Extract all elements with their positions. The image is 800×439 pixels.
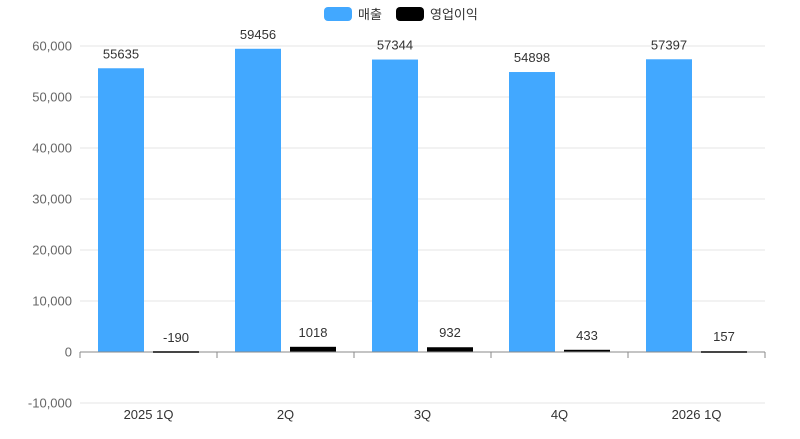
x-tick-label-2026-1q: 2026 1Q xyxy=(672,407,722,422)
legend-label-1: 매출 xyxy=(358,8,382,23)
x-tick-label-4q: 4Q xyxy=(551,407,568,422)
data-label-매출-3q: 57344 xyxy=(377,38,413,53)
legend-label-2: 영업이익 xyxy=(430,8,478,23)
y-tick-label: 40,000 xyxy=(32,141,72,156)
legend: 매출 영업이익 xyxy=(324,7,478,23)
x-axis: 2025 1Q 2Q 3Q 4Q 2026 1Q xyxy=(79,351,766,422)
legend-swatch-2 xyxy=(396,7,424,21)
data-label-매출-2026-1q: 57397 xyxy=(651,37,687,52)
x-tick-label-2q: 2Q xyxy=(277,407,294,422)
gridlines xyxy=(80,45,765,404)
y-axis-ticks: -10,000 0 10,000 20,000 30,000 40,000 50,000 60… xyxy=(28,39,72,411)
x-tick-label-3q: 3Q xyxy=(414,407,431,422)
bar-매출-2026-1q xyxy=(646,59,692,352)
x-tick-label-2025-1q: 2025 1Q xyxy=(124,407,174,422)
y-tick-label: 30,000 xyxy=(32,192,72,207)
y-tick-label: 0 xyxy=(65,345,72,360)
y-tick-label: 60,000 xyxy=(32,39,72,54)
bar-매출-2025-1q xyxy=(98,68,144,352)
data-labels: 55635 -190 59456 1018 57344 932 54898 433 57397 1… xyxy=(103,27,735,345)
bar-매출-4q xyxy=(509,72,555,352)
data-label-영업이익-2026-1q: 157 xyxy=(713,329,735,344)
data-label-매출-2025-1q: 55635 xyxy=(103,46,139,61)
data-label-영업이익-2q: 1018 xyxy=(299,325,328,340)
bar-매출-3q xyxy=(372,59,418,353)
y-tick-label: -10,000 xyxy=(28,396,72,411)
bar-영업이익-2q xyxy=(290,346,336,352)
data-label-매출-2q: 59456 xyxy=(240,27,276,42)
data-label-영업이익-2025-1q: -190 xyxy=(163,330,189,345)
legend-swatch-1 xyxy=(324,7,352,21)
bar-영업이익-3q xyxy=(427,347,473,352)
y-tick-label: 10,000 xyxy=(32,294,72,309)
y-tick-label: 50,000 xyxy=(32,90,72,105)
data-label-매출-4q: 54898 xyxy=(514,50,550,65)
bars xyxy=(98,48,747,353)
y-tick-label: 20,000 xyxy=(32,243,72,258)
data-label-영업이익-4q: 433 xyxy=(576,328,598,343)
bar-영업이익-4q xyxy=(564,349,610,352)
bar-매출-2q xyxy=(235,48,281,352)
data-label-영업이익-3q: 932 xyxy=(439,325,461,340)
